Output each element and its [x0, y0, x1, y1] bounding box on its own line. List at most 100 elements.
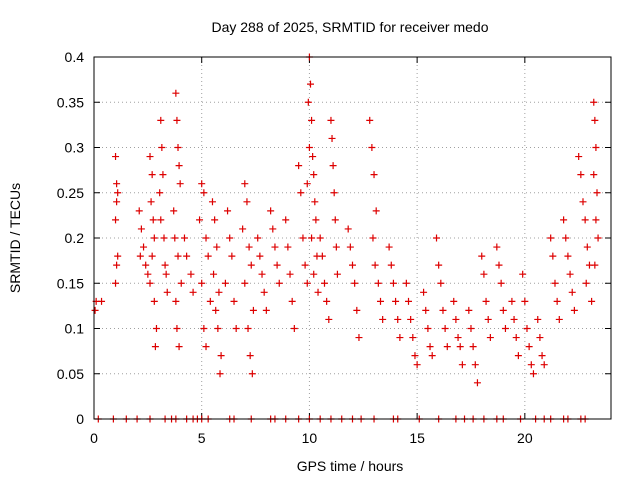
data-point	[441, 325, 449, 332]
data-point	[98, 297, 106, 305]
data-point	[499, 306, 507, 314]
data-point	[310, 270, 318, 278]
data-point	[206, 297, 214, 305]
data-point	[187, 270, 195, 278]
data-point	[368, 144, 376, 151]
data-point	[211, 216, 219, 224]
data-point	[374, 279, 382, 287]
data-point	[452, 315, 460, 323]
data-point	[588, 297, 596, 305]
data-point	[247, 261, 255, 269]
data-point	[216, 370, 224, 378]
y-tick-label: 0.3	[65, 140, 85, 156]
data-point	[91, 306, 99, 314]
data-point	[469, 343, 477, 351]
data-point	[568, 288, 576, 296]
data-point	[135, 207, 143, 215]
data-point	[389, 279, 397, 287]
data-point	[328, 134, 336, 142]
data-point	[308, 116, 316, 124]
data-point	[551, 279, 559, 287]
data-point	[582, 279, 590, 287]
data-point	[493, 243, 501, 251]
data-point	[158, 144, 166, 151]
data-point	[555, 315, 563, 323]
data-point	[157, 116, 165, 124]
data-point	[202, 234, 210, 242]
x-tick-label: 5	[198, 430, 206, 446]
data-point	[433, 234, 441, 242]
data-point	[232, 325, 240, 332]
data-point	[113, 180, 121, 188]
data-point	[286, 270, 294, 278]
data-point	[581, 216, 589, 224]
data-point	[420, 288, 428, 296]
data-point	[249, 306, 257, 314]
data-point	[112, 216, 120, 224]
data-point	[176, 180, 184, 188]
data-point	[482, 297, 490, 305]
data-point	[245, 243, 253, 251]
data-point	[256, 252, 264, 260]
data-point	[160, 234, 168, 242]
data-point	[409, 334, 417, 342]
y-axis-label: SRMTID / TECUs	[7, 183, 23, 293]
data-point	[591, 116, 599, 124]
data-point	[314, 288, 322, 296]
data-point	[198, 180, 206, 188]
data-point	[241, 180, 249, 188]
data-point	[519, 270, 527, 278]
data-point	[226, 234, 234, 242]
data-point	[198, 279, 206, 287]
data-point	[529, 370, 537, 378]
data-point	[316, 234, 324, 242]
data-point	[241, 279, 249, 287]
data-point	[562, 234, 570, 242]
data-point	[508, 297, 516, 305]
data-point	[370, 171, 378, 179]
data-point	[435, 261, 443, 269]
data-point	[112, 153, 120, 161]
data-point	[577, 171, 585, 179]
data-point	[353, 306, 361, 314]
data-point	[480, 270, 488, 278]
data-point	[224, 207, 232, 215]
data-point	[346, 243, 354, 251]
data-point	[473, 379, 481, 387]
data-point	[112, 279, 120, 287]
data-point	[407, 315, 415, 323]
data-point	[456, 343, 464, 351]
data-point	[454, 334, 462, 342]
data-point	[349, 261, 356, 269]
data-point	[208, 198, 216, 206]
data-point	[113, 261, 121, 269]
data-point	[308, 234, 316, 242]
data-point	[534, 315, 542, 323]
data-point	[146, 153, 154, 161]
data-point	[303, 279, 311, 287]
data-point	[173, 116, 181, 124]
data-point	[248, 370, 256, 378]
y-tick-label: 0.2	[65, 230, 85, 246]
x-tick-label: 15	[409, 430, 425, 446]
data-point	[566, 270, 574, 278]
data-point	[174, 252, 182, 260]
data-point	[394, 315, 402, 323]
y-tick-label: 0	[76, 411, 84, 427]
data-point	[297, 189, 305, 197]
data-point	[590, 98, 598, 106]
data-point	[114, 189, 122, 197]
data-point	[372, 207, 380, 215]
data-point	[318, 252, 326, 260]
data-point	[525, 343, 533, 351]
data-point	[570, 306, 578, 314]
data-point	[428, 352, 436, 360]
data-point	[196, 216, 204, 224]
data-points	[91, 53, 602, 423]
data-point	[156, 189, 164, 197]
data-point	[439, 306, 447, 314]
data-point	[495, 261, 503, 269]
data-point	[136, 252, 144, 260]
data-point	[273, 261, 281, 269]
data-point	[303, 180, 311, 188]
